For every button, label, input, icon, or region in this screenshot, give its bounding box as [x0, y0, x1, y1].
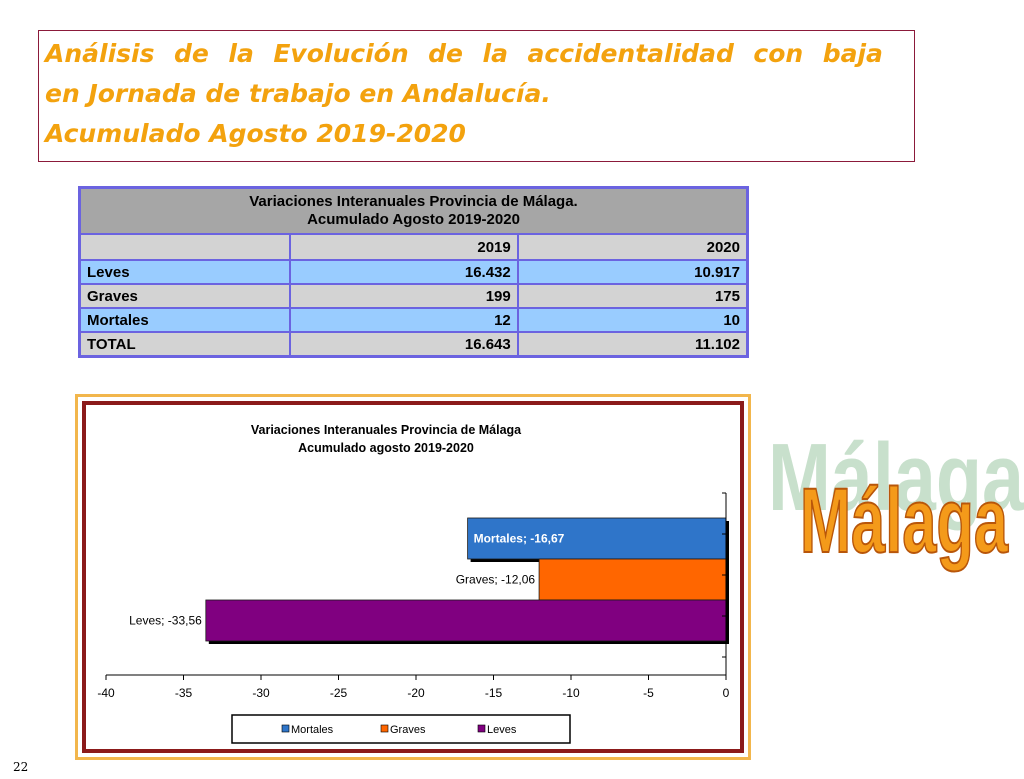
- x-tick-label: -20: [407, 686, 425, 700]
- title-word: Análisis: [45, 39, 155, 68]
- title-line-1: Análisis de la Evolución de la accidenta…: [45, 39, 883, 68]
- cell-2020: 10.917: [516, 259, 749, 285]
- legend-label-graves: Graves: [390, 724, 426, 736]
- x-tick-label: -40: [97, 686, 115, 700]
- data-label-mortales: Mortales; -16,67: [474, 532, 565, 546]
- legend-label-leves: Leves: [487, 724, 517, 736]
- column-header-2020: 2020: [516, 233, 749, 261]
- table-row: TOTAL 16.643 11.102: [78, 331, 749, 358]
- cell-2019: 16.643: [289, 331, 519, 358]
- cell-2020: 175: [516, 283, 749, 309]
- x-tick-label: -5: [643, 686, 654, 700]
- title-word: la: [482, 39, 508, 68]
- title-word: la: [228, 39, 254, 68]
- legend-swatch-leves: [477, 724, 486, 733]
- chart-area: Variaciones Interanuales Provincia de Má…: [82, 401, 744, 753]
- bar-mortales: [467, 517, 727, 560]
- x-tick-label: -15: [485, 686, 503, 700]
- row-label: Leves: [78, 259, 291, 285]
- legend-swatch-graves: [380, 724, 389, 733]
- title-word: con: [753, 39, 804, 68]
- bar-leves: [205, 599, 727, 642]
- table-title-line-1: Variaciones Interanuales Provincia de Má…: [249, 193, 578, 210]
- row-label: Graves: [78, 283, 291, 309]
- cell-2019: 16.432: [289, 259, 519, 285]
- x-tick-label: -25: [330, 686, 348, 700]
- x-tick-label: -30: [252, 686, 270, 700]
- legend-label-mortales: Mortales: [291, 724, 334, 736]
- data-label-graves: Graves; -12,06: [456, 573, 536, 587]
- table-title: Variaciones Interanuales Provincia de Má…: [78, 186, 749, 235]
- legend-swatch-mortales: [281, 724, 290, 733]
- page-number: 22: [13, 760, 29, 774]
- chart-frame: Variaciones Interanuales Provincia de Má…: [75, 394, 751, 760]
- data-label-leves: Leves; -33,56: [129, 614, 202, 628]
- title-line-2: en Jornada de trabajo en Andalucía.: [45, 79, 551, 108]
- table-row: Leves 16.432 10.917: [78, 259, 749, 285]
- title-box: Análisis de la Evolución de la accidenta…: [38, 30, 915, 162]
- column-header-2019: 2019: [289, 233, 519, 261]
- table-title-line-2: Acumulado Agosto 2019-2020: [307, 211, 520, 228]
- chart-title: Variaciones Interanuales Provincia de Má…: [251, 423, 522, 437]
- variations-table: Variaciones Interanuales Provincia de Má…: [78, 186, 749, 358]
- x-tick-label: -10: [562, 686, 580, 700]
- x-tick-label: -35: [175, 686, 193, 700]
- title-word: de: [428, 39, 464, 68]
- title-word: de: [174, 39, 209, 68]
- cell-2020: 10: [516, 307, 749, 333]
- table-row: Mortales 12 10: [78, 307, 749, 333]
- title-word: accidentalidad: [527, 39, 734, 68]
- x-tick-label: 0: [723, 686, 730, 700]
- bar-chart: Variaciones Interanuales Provincia de Má…: [97, 423, 730, 744]
- title-word: Evolución: [273, 39, 409, 68]
- cell-2019: 199: [289, 283, 519, 309]
- chart-subtitle: Acumulado agosto 2019-2020: [298, 441, 474, 455]
- title-line-3: Acumulado Agosto 2019-2020: [45, 119, 466, 148]
- column-header-empty: [78, 233, 291, 261]
- malaga-logo: Málaga Málaga: [768, 424, 1024, 573]
- title-word: baja: [822, 39, 883, 68]
- cell-2020: 11.102: [516, 331, 749, 358]
- row-label: Mortales: [78, 307, 291, 333]
- bar-graves: [538, 558, 727, 601]
- table-header-row: 2019 2020: [78, 233, 749, 261]
- table-row: Graves 199 175: [78, 283, 749, 309]
- row-label: TOTAL: [78, 331, 291, 358]
- logo-shadow-text: Málaga: [768, 424, 1024, 531]
- cell-2019: 12: [289, 307, 519, 333]
- logo-text: Málaga: [800, 470, 1009, 572]
- table-title-row: Variaciones Interanuales Provincia de Má…: [78, 186, 749, 235]
